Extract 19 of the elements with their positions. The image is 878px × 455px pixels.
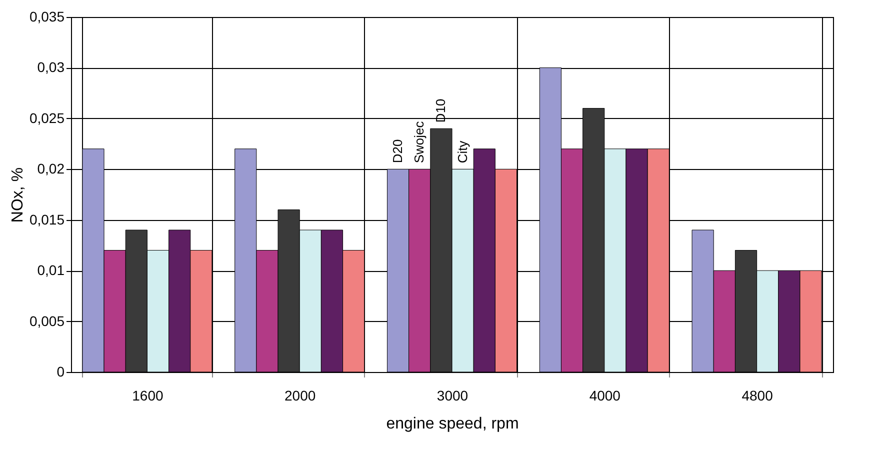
y-axis-title: NOx, % [9,167,26,223]
y-tick-label: 0 [56,364,65,380]
y-tick-label: 0,02 [37,160,65,177]
y-tick-label: 0,025 [29,110,65,126]
text: City [454,140,470,164]
x-tick-label: 4000 [589,388,621,404]
text: Swojec [412,120,427,164]
x-tick-label: 2000 [284,388,316,404]
y-tick-label: 0,015 [29,211,65,228]
x-tick-label: 1600 [132,388,164,404]
text: D10 [433,98,448,123]
y-tick-label: 0,035 [29,8,65,24]
y-tick-label: 0,01 [37,262,65,278]
x-tick-label: 4800 [742,388,774,404]
y-tick-label: 0,005 [29,312,65,329]
x-axis-title: engine speed, rpm [386,416,519,432]
text: D20 [390,139,406,164]
x-tick-label: 3000 [436,388,468,404]
y-tick-label: 0,03 [37,59,65,76]
